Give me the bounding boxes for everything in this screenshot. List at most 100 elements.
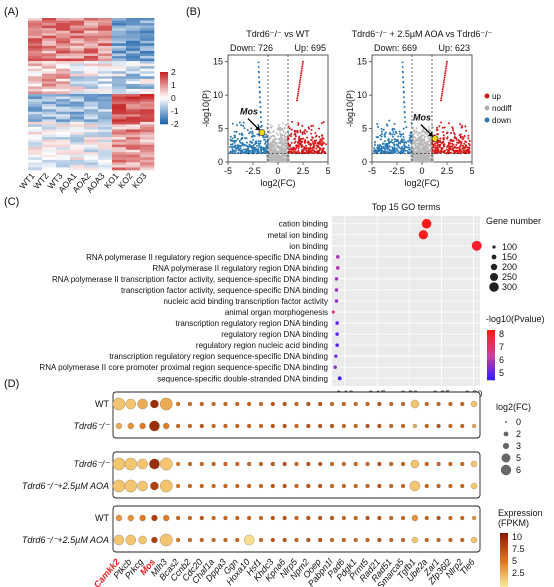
heatmap-cell [126, 101, 141, 105]
heatmap-cell [126, 23, 141, 26]
heatmap-cell [112, 86, 127, 90]
volcano-point-up [319, 138, 322, 141]
heatmap-cell [126, 121, 141, 125]
heatmap-cell [84, 137, 99, 140]
gene-dot [294, 401, 299, 407]
volcano-point-down [241, 149, 244, 152]
volcano-x-tick-label: 0 [419, 166, 424, 176]
heatmap-cell [42, 134, 57, 138]
heatmap-cell [140, 94, 155, 97]
volcano-point-up [303, 132, 306, 135]
go-term-point [334, 277, 339, 281]
volcano-highlight-arrowhead [255, 125, 260, 131]
volcano-point-down [250, 141, 253, 144]
gene-dot [411, 514, 419, 522]
heatmap-cell [112, 58, 127, 62]
volcano-y-tick-label: 15 [213, 57, 223, 67]
volcano-point-nodiff [272, 145, 275, 148]
heatmap-cell [112, 99, 127, 102]
volcano-point-nodiff [282, 160, 285, 163]
gene-dot [306, 423, 311, 429]
gene-dot [187, 515, 193, 521]
volcano-point-up [446, 137, 449, 140]
go-term-label: RNA polymerase II transcription factor a… [52, 275, 328, 284]
volcano-point-down [241, 142, 244, 145]
gene-color-legend-segment [500, 583, 508, 587]
heatmap-cell [98, 35, 113, 39]
go-term-label: RNA polymerase II regulatory region DNA … [152, 264, 328, 273]
heatmap-cell [140, 58, 155, 62]
volcano-point-up [317, 151, 320, 154]
gene-dot [247, 423, 252, 429]
heatmap-cell [42, 139, 57, 143]
heatmap-cell [28, 18, 43, 21]
heatmap-cell [140, 63, 155, 67]
volcano-point-up [441, 88, 444, 91]
heatmap-cell [140, 48, 155, 52]
volcano-point-up [443, 144, 446, 147]
volcano-point-up [322, 142, 325, 145]
volcano-point-nodiff [426, 160, 429, 163]
volcano-point-nodiff [274, 155, 277, 157]
heatmap-cell [126, 25, 141, 29]
colorbar-tick-label: 1 [171, 80, 176, 90]
volcano-point-down [402, 149, 405, 152]
volcano-point-up [310, 132, 313, 135]
volcano-x-axis-label: log2(FC) [260, 178, 295, 188]
volcano-point-up [294, 140, 297, 143]
heatmap-cell [112, 83, 127, 87]
heatmap-cell [98, 104, 113, 107]
volcano-point-up [436, 133, 439, 136]
volcano-point-nodiff [279, 133, 282, 136]
heatmap-cell [84, 144, 99, 148]
volcano-point-up [293, 129, 296, 132]
heatmap-cell [98, 25, 113, 29]
heatmap-cell [42, 58, 57, 62]
heatmap-cell [98, 124, 113, 128]
heatmap-cell [112, 43, 127, 47]
volcano-point-up [293, 141, 296, 144]
heatmap-cell [140, 23, 155, 26]
volcano-point-down [402, 76, 405, 79]
heatmap-cell [28, 162, 43, 166]
volcano-point-down [257, 142, 260, 145]
heatmap-cell [126, 33, 141, 37]
heatmap-cell [140, 38, 155, 42]
volcano-point-up [455, 138, 458, 141]
heatmap-cell [112, 96, 127, 100]
volcano-point-down [391, 141, 394, 144]
volcano-point-nodiff [273, 147, 276, 150]
heatmap-cell [42, 106, 57, 110]
gene-dot [318, 461, 323, 467]
go-term-point [334, 354, 338, 358]
heatmap-cell [84, 48, 99, 52]
volcano-point-up [458, 139, 461, 142]
volcano-point-nodiff [415, 131, 418, 134]
volcano-point-up [445, 152, 448, 155]
heatmap-cell [126, 48, 141, 52]
volcano-point-nodiff [419, 136, 422, 138]
volcano-point-up [435, 126, 438, 129]
volcano-point-nodiff [426, 158, 429, 161]
heatmap-cell [140, 50, 155, 54]
gene-dot [460, 537, 465, 543]
heatmap-cell [28, 106, 43, 110]
volcano-point-down [384, 150, 387, 153]
volcano-point-down [240, 124, 243, 127]
heatmap-cell [56, 109, 71, 113]
gene-dot-row-label: Tdrd6⁻/⁻ [73, 421, 110, 431]
go-color-legend-segment [487, 347, 495, 351]
heatmap-cell [28, 78, 43, 82]
panel-d-label: (D) [4, 378, 20, 390]
heatmap-cell [84, 78, 99, 82]
volcano-point-up [292, 147, 295, 150]
heatmap-cell [28, 61, 43, 64]
colorbar-segment [160, 116, 168, 119]
heatmap-cell [70, 149, 85, 153]
gene-dot [199, 423, 204, 429]
heatmap-cell [70, 45, 85, 49]
heatmap-cell [98, 162, 113, 166]
volcano-point-up [434, 144, 437, 147]
volcano-point-down [243, 148, 246, 151]
heatmap-cell [70, 71, 85, 75]
